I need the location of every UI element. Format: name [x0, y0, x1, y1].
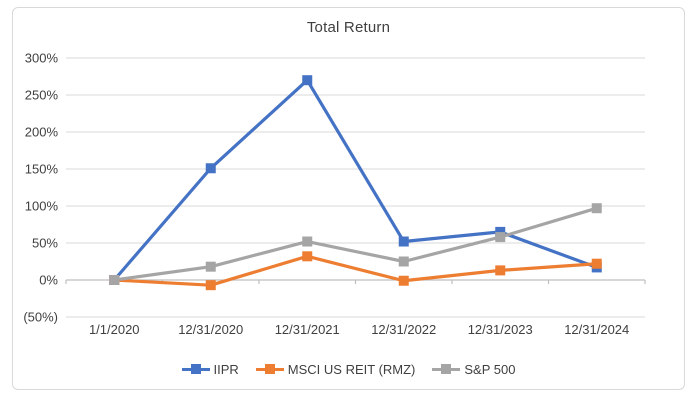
y-axis-tick-label: 250% — [25, 88, 59, 103]
legend-marker-icon-iipr — [181, 364, 210, 374]
y-axis-tick-label: 150% — [25, 162, 59, 177]
data-point-marker-msci-us-reit-rmz — [591, 258, 602, 269]
legend-item-msci-us-reit-rmz: MSCI US REIT (RMZ) — [255, 361, 416, 377]
series-line-s-p-500 — [114, 206, 598, 282]
x-axis-category-label: 12/31/2022 — [371, 322, 436, 337]
series-line-iipr — [113, 78, 598, 282]
data-point-marker-msci-us-reit-rmz — [205, 280, 216, 291]
x-axis-category-label: 1/1/2020 — [89, 322, 140, 337]
chart-title: Total Return — [306, 19, 391, 36]
legend-marker-icon-s-p-500 — [432, 364, 461, 374]
legend-label: S&P 500 — [464, 361, 516, 377]
y-axis-tick-label: 50% — [32, 236, 58, 251]
legend-item-iipr: IIPR — [181, 361, 239, 377]
data-point-marker-msci-us-reit-rmz — [495, 265, 506, 276]
x-axis-category-label: 12/31/2024 — [564, 322, 629, 337]
data-point-marker-iipr — [302, 75, 313, 86]
series-line-msci-us-reit-rmz — [114, 254, 597, 287]
data-point-marker-iipr — [205, 163, 216, 174]
data-point-marker-s-p-500 — [109, 275, 120, 285]
data-point-marker-iipr — [398, 236, 409, 247]
y-axis-tick-label: 300% — [25, 51, 59, 66]
data-point-marker-s-p-500 — [495, 232, 506, 243]
legend-label: MSCI US REIT (RMZ) — [287, 361, 416, 377]
legend-label: IIPR — [213, 361, 239, 377]
data-point-marker-iipr — [495, 226, 506, 237]
data-point-marker-msci-us-reit-rmz — [302, 251, 313, 262]
y-axis-tick-label: 0% — [39, 273, 58, 288]
data-point-marker-s-p-500 — [302, 236, 313, 247]
data-point-marker-s-p-500 — [205, 261, 216, 272]
chart-area-border — [12, 7, 685, 390]
x-axis-category-label: 12/31/2021 — [275, 322, 340, 337]
legend-item-s-p-500: S&P 500 — [432, 362, 515, 377]
legend-marker-icon-msci-us-reit-rmz — [255, 364, 284, 374]
data-point-marker-msci-us-reit-rmz — [398, 275, 409, 286]
chart-legend: IIPR MSCI US REIT (RMZ) S&P 500 — [0, 359, 697, 379]
x-axis-category-label: 12/31/2023 — [468, 322, 533, 337]
data-point-marker-s-p-500 — [398, 256, 409, 267]
x-axis-category-label: 12/31/2020 — [178, 322, 243, 337]
data-point-marker-s-p-500 — [591, 203, 602, 214]
y-axis-tick-label: (50%) — [23, 310, 58, 325]
y-axis-tick-label: 200% — [25, 125, 59, 140]
y-axis-tick-label: 100% — [25, 199, 59, 214]
